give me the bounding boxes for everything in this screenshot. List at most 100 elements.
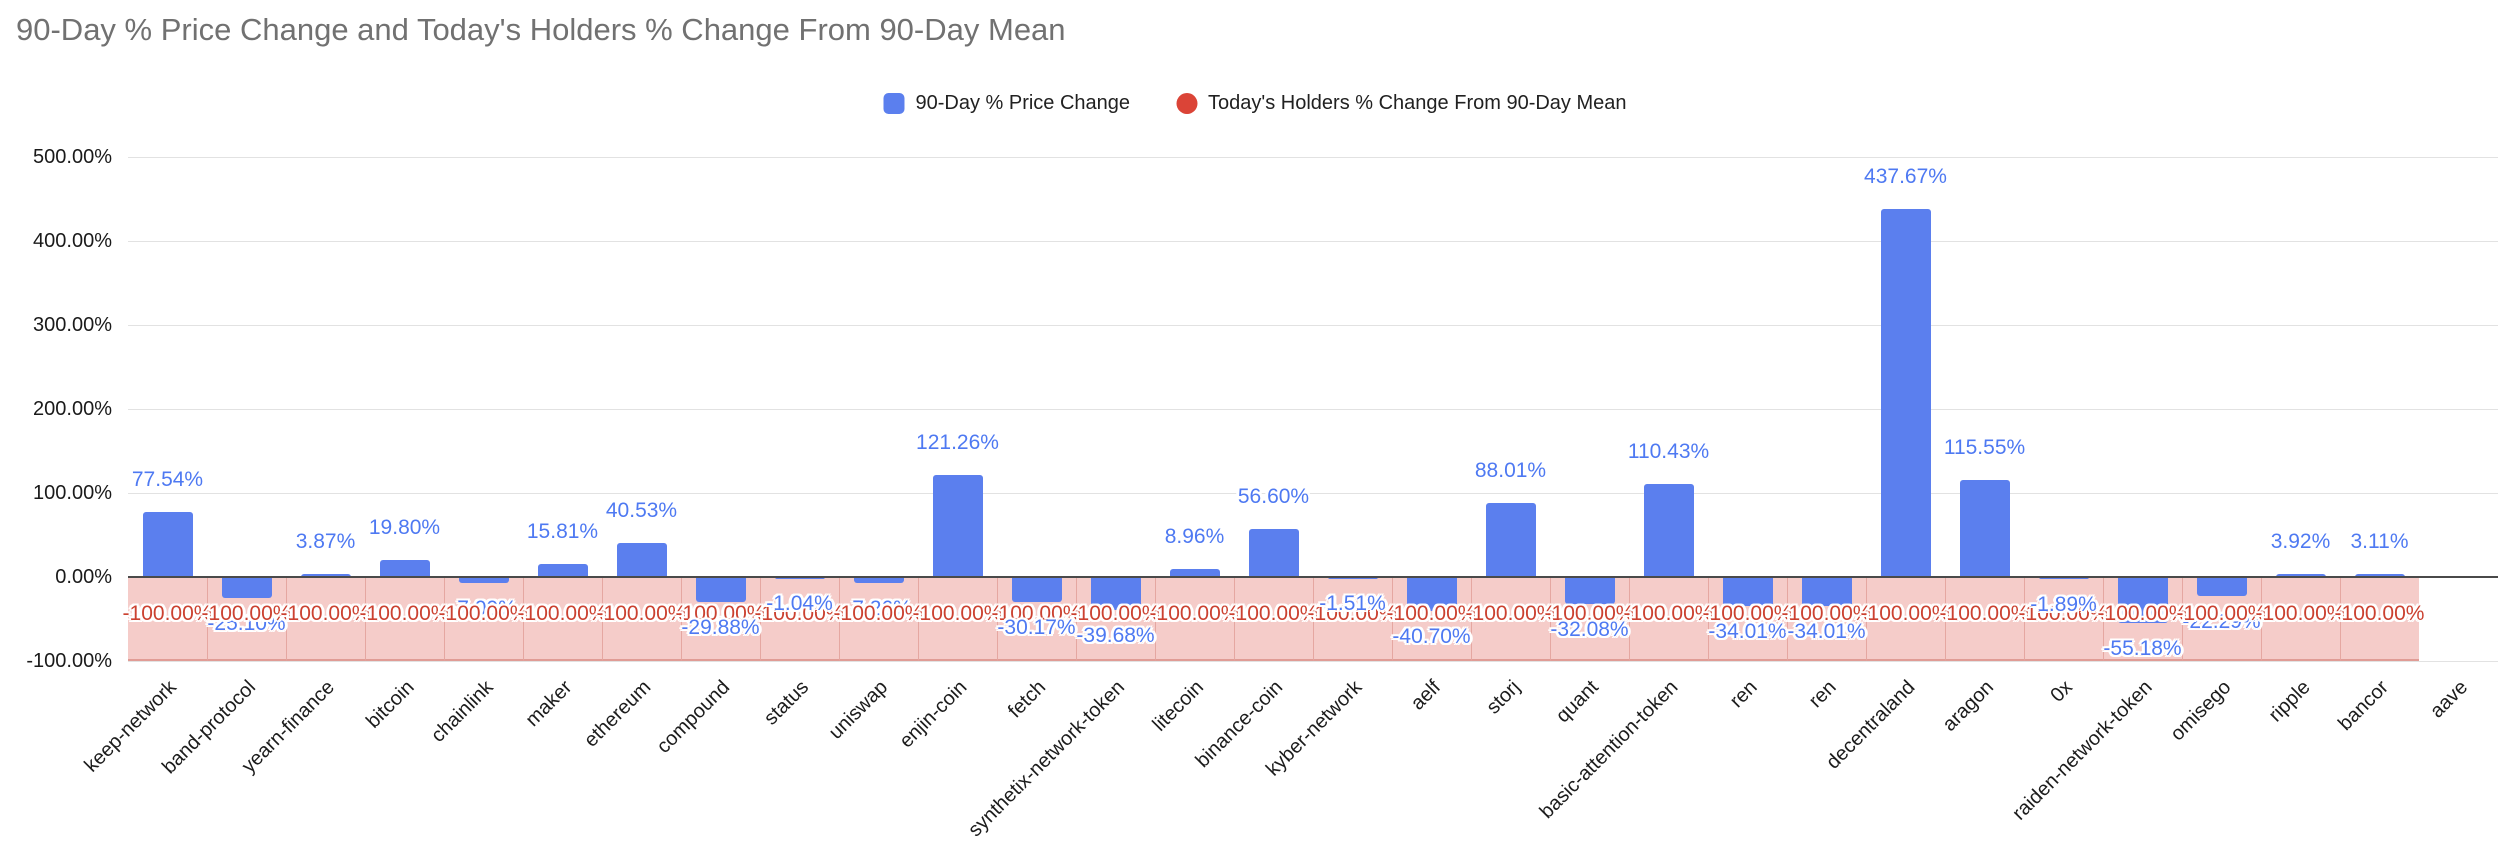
legend-item-price-change: 90-Day % Price Change [883, 92, 1130, 115]
gridline--100.00% [128, 661, 2498, 662]
bar-data-label: 115.55% [1943, 435, 2026, 459]
bar-0x[interactable] [2038, 577, 2089, 579]
red-data-label: -100.00% [1386, 602, 1477, 625]
red-data-label: -100.00% [833, 602, 924, 625]
bar-decentraland[interactable] [1880, 209, 1931, 577]
bar-data-label: -1.89% [2030, 592, 2097, 616]
x-axis-label-raiden-network-token: raiden-network-token [2007, 676, 2157, 825]
gridline-300.00% [128, 325, 2498, 326]
bar-data-label: -34.01% [1787, 619, 1866, 643]
bar-data-label: 88.01% [1474, 459, 1547, 483]
red-area-segment[interactable] [1945, 577, 2024, 661]
gridline-200.00% [128, 409, 2498, 410]
red-data-label: -100.00% [1228, 602, 1319, 625]
x-axis-label-quant: quant [1552, 676, 1604, 728]
x-axis-label-ren: ren [1725, 676, 1762, 713]
bar-data-label: -32.08% [1550, 617, 1629, 641]
red-area-segment[interactable] [523, 577, 602, 661]
bar-raiden-network-token[interactable] [2117, 577, 2168, 624]
red-area-segment[interactable] [918, 577, 997, 661]
x-axis-label-uniswap: uniswap [824, 676, 893, 744]
bar-data-label: 3.11% [2350, 530, 2409, 554]
red-data-label: -100.00% [280, 602, 371, 625]
red-data-label: -100.00% [1623, 602, 1714, 625]
bar-data-label: -39.68% [1076, 624, 1155, 648]
red-area-segment[interactable] [2261, 577, 2340, 661]
bar-data-label: -55.18% [2103, 637, 2182, 661]
gridline-400.00% [128, 241, 2498, 242]
red-area-segment[interactable] [1155, 577, 1234, 661]
bar-maker[interactable] [537, 563, 588, 577]
bar-binance-coin[interactable] [1248, 529, 1299, 577]
x-axis-label-ren: ren [1804, 676, 1841, 713]
bar-ripple[interactable] [2275, 573, 2326, 577]
bar-keep-network[interactable] [142, 511, 193, 577]
bar-aelf[interactable] [1406, 577, 1457, 612]
red-data-label: -100.00% [1781, 602, 1872, 625]
red-area-segment[interactable] [128, 577, 207, 661]
red-data-label: -100.00% [1702, 602, 1793, 625]
y-tick-label: 200.00% [33, 398, 112, 420]
bar-ren[interactable] [1722, 577, 1773, 606]
red-area-segment[interactable] [286, 577, 365, 661]
x-axis-label-aragon: aragon [1938, 676, 1999, 736]
bar-litecoin[interactable] [1169, 569, 1220, 577]
bar-omisego[interactable] [2196, 577, 2247, 596]
y-tick-label: 0.00% [55, 566, 112, 588]
legend: 90-Day % Price Change Today's Holders % … [883, 92, 1627, 115]
y-tick-label: 500.00% [33, 146, 112, 168]
red-data-label: -100.00% [2176, 602, 2267, 625]
legend-label-holders-change: Today's Holders % Change From 90-Day Mea… [1208, 92, 1627, 114]
x-axis-label-fetch: fetch [1004, 676, 1051, 723]
bar-bancor[interactable] [2354, 574, 2405, 577]
bar-data-label: -25.10% [207, 612, 286, 636]
bar-data-label: 19.80% [368, 516, 441, 540]
bar-data-label: -40.70% [1392, 625, 1471, 649]
red-area-segment[interactable] [1234, 577, 1313, 661]
red-area-segment[interactable] [444, 577, 523, 661]
bar-fetch[interactable] [1011, 577, 1062, 603]
red-data-label: -100.00% [596, 602, 687, 625]
bar-status[interactable] [774, 577, 825, 579]
bar-compound[interactable] [695, 577, 746, 603]
red-area-segment[interactable] [2340, 577, 2419, 661]
bar-bitcoin[interactable] [379, 560, 430, 577]
bar-basic-attention-token[interactable] [1643, 484, 1694, 577]
bar-uniswap[interactable] [853, 577, 904, 584]
red-area-segment[interactable] [1313, 577, 1392, 661]
red-area-segment[interactable] [997, 577, 1076, 661]
x-axis-label-status: status [759, 676, 814, 730]
bar-yearn-finance[interactable] [300, 573, 351, 577]
y-tick-label: -100.00% [26, 650, 112, 672]
bar-ethereum[interactable] [616, 542, 667, 577]
red-area-segment[interactable] [839, 577, 918, 661]
bar-band-protocol[interactable] [221, 577, 272, 599]
bar-kyber-network[interactable] [1327, 577, 1378, 579]
red-area-segment[interactable] [1629, 577, 1708, 661]
red-area-segment[interactable] [602, 577, 681, 661]
bar-data-label: -22.29% [2182, 609, 2261, 633]
bar-quant[interactable] [1564, 577, 1615, 604]
red-data-label: -100.00% [1307, 602, 1398, 625]
bar-storj[interactable] [1485, 503, 1536, 577]
bar-synthetix-network-token[interactable] [1090, 577, 1141, 611]
red-data-label: -100.00% [517, 602, 608, 625]
bar-aragon[interactable] [1959, 479, 2010, 577]
red-area-segment[interactable] [1866, 577, 1945, 661]
x-axis-label-chainlink: chainlink [426, 676, 498, 747]
gridline-0.00% [128, 576, 2498, 578]
bar-ren[interactable] [1801, 577, 1852, 606]
red-area-segment[interactable] [1471, 577, 1550, 661]
bar-chainlink[interactable] [458, 577, 509, 583]
red-area-segment[interactable] [365, 577, 444, 661]
bar-enjin-coin[interactable] [932, 475, 983, 577]
red-area-segment[interactable] [760, 577, 839, 661]
red-data-label: -100.00% [912, 602, 1003, 625]
bar-data-label: 3.87% [295, 529, 356, 553]
red-data-label: -100.00% [2255, 602, 2346, 625]
bar-data-label: 121.26% [916, 431, 999, 455]
x-axis-label-maker: maker [521, 676, 577, 732]
gridline-100.00% [128, 493, 2498, 494]
red-area-segment[interactable] [2024, 577, 2103, 661]
